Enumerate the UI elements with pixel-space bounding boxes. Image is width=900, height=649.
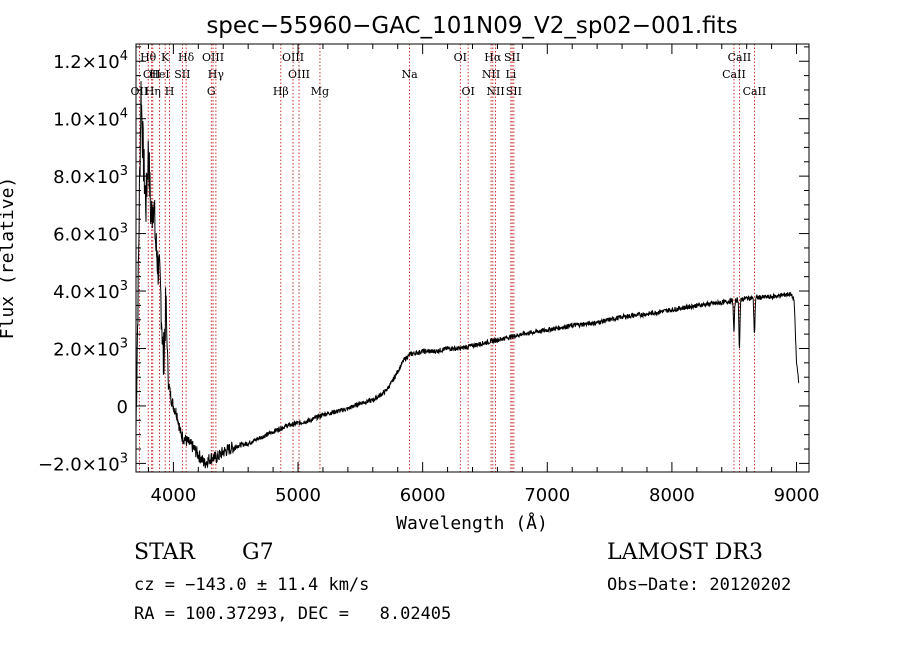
line-label: OⅠⅠ — [143, 68, 161, 81]
line-label: HeI — [149, 68, 169, 81]
y-tick-label: 1.2×104 — [53, 49, 128, 73]
y-tick-exponent: 3 — [120, 336, 128, 351]
y-tick-label: 4.0×103 — [53, 279, 128, 303]
line-label: Hβ — [273, 85, 289, 98]
line-label: Li — [505, 68, 516, 81]
y-tick-exponent: 3 — [120, 451, 128, 466]
y-tick-label: 0 — [117, 397, 128, 418]
y-tick-label: −2.0×103 — [38, 451, 128, 475]
line-label: SII — [506, 85, 522, 98]
line-label: NII — [486, 85, 504, 98]
line-label: OIII — [282, 51, 304, 64]
line-label: OIII — [202, 51, 224, 64]
line-label: OIII — [288, 68, 310, 81]
object-subclass: G7 — [242, 540, 274, 565]
x-axis-label: Wavelength (Å) — [396, 512, 548, 534]
y-tick-mantissa: 6.0×10 — [53, 225, 120, 246]
x-tick-label: 7000 — [524, 485, 570, 506]
x-tick-label: 6000 — [400, 485, 446, 506]
emission-line-markers — [138, 44, 755, 472]
redshift-text: cz = −143.0 ± 11.4 km/s — [134, 575, 369, 595]
line-label: NII — [482, 68, 500, 81]
y-tick-label: 6.0×103 — [53, 222, 128, 246]
line-label: H — [165, 85, 175, 98]
x-tick-label: 4000 — [150, 485, 196, 506]
y-tick-exponent: 3 — [120, 279, 128, 294]
obs-date-text: Obs−Date: 20120202 — [607, 575, 791, 595]
line-label: CaII — [728, 51, 752, 64]
x-axis: 4000 5000 6000 7000 8000 9000 — [147, 44, 820, 506]
y-axis-label: Flux (relative) — [0, 177, 18, 340]
line-label: OI — [454, 51, 467, 64]
y-tick-label: 2.0×103 — [53, 336, 128, 360]
line-label: Na — [401, 68, 418, 81]
line-label: Mg — [311, 85, 329, 98]
y-tick-exponent: 3 — [120, 164, 128, 179]
line-label: Hα — [484, 51, 502, 64]
line-label: CaII — [722, 68, 746, 81]
coordinates-text: RA = 100.37293, DEC = 8.02405 — [134, 604, 451, 624]
line-label: Hθ — [140, 51, 157, 64]
chart-title: spec−55960−GAC_101N09_V2_sp02−001.fits — [206, 13, 737, 39]
y-tick-mantissa: 1.2×10 — [53, 52, 120, 73]
y-tick-exponent: 4 — [120, 107, 128, 122]
line-label: CaII — [743, 85, 767, 98]
line-label: OⅠⅠ — [131, 85, 149, 98]
line-label: Hγ — [208, 68, 225, 81]
spectrum-line — [135, 81, 800, 469]
object-class: STAR — [134, 540, 196, 565]
line-label: Hδ — [178, 51, 195, 64]
y-tick-label: 1.0×104 — [53, 107, 128, 131]
line-label: OI — [461, 85, 474, 98]
line-label: G — [207, 85, 216, 98]
y-tick-mantissa: 4.0×10 — [53, 282, 120, 303]
y-tick-mantissa: 0 — [117, 397, 128, 418]
y-tick-mantissa: −2.0×10 — [38, 454, 120, 475]
y-tick-exponent: 4 — [120, 49, 128, 64]
survey-name: LAMOST DR3 — [607, 540, 763, 565]
x-tick-label: 8000 — [649, 485, 695, 506]
y-tick-label: 8.0×103 — [53, 164, 128, 188]
line-label: SII — [504, 51, 520, 64]
line-label: K — [161, 51, 170, 64]
y-tick-exponent: 3 — [120, 222, 128, 237]
line-label: Hη — [145, 85, 161, 98]
y-tick-mantissa: 8.0×10 — [53, 167, 120, 188]
plot-frame — [135, 43, 810, 473]
y-tick-mantissa: 2.0×10 — [53, 339, 120, 360]
x-tick-label: 9000 — [774, 485, 820, 506]
x-tick-label: 5000 — [275, 485, 321, 506]
y-tick-mantissa: 1.0×10 — [53, 110, 120, 131]
y-axis: −2.0×10302.0×1034.0×1036.0×1038.0×1031.0… — [38, 46, 809, 475]
line-label: SII — [174, 68, 190, 81]
